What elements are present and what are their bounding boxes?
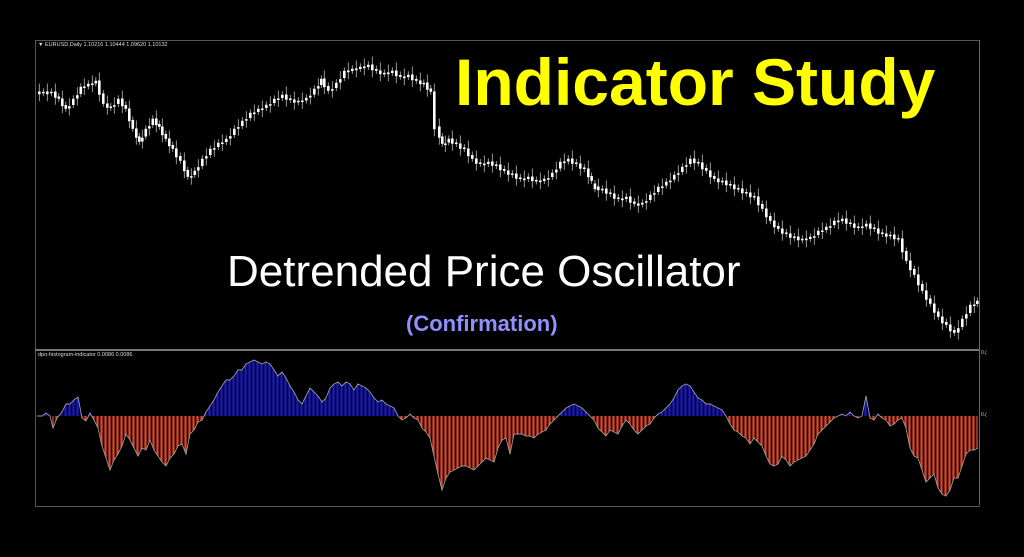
collapse-arrow-icon[interactable]: ▼ [38, 42, 44, 48]
pane-divider[interactable] [35, 349, 979, 351]
indicator-name: Detrended Price Oscillator [227, 247, 741, 296]
indicator-role-tag: (Confirmation) [406, 311, 558, 336]
indicator-info: dpo-histogram-indicator 0.0086 0.0086 [38, 352, 133, 358]
chart-frame [35, 40, 980, 507]
page-title: Indicator Study [455, 45, 936, 119]
indicator-axis-top-label: 0.( [981, 350, 987, 356]
symbol-ohlc-text: EURUSD,Daily 1.10216 1.10444 1.09620 1.1… [44, 42, 168, 48]
symbol-info: ▼ EURUSD,Daily 1.10216 1.10444 1.09620 1… [38, 42, 168, 48]
price-axis [979, 40, 980, 505]
indicator-axis-zero-label: 0.( [981, 412, 987, 418]
